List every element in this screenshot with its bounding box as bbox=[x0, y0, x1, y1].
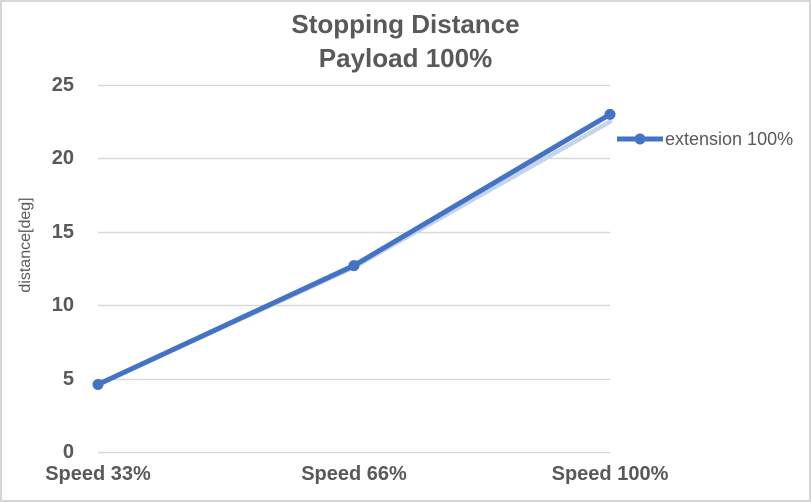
chart-title-line-1: Stopping Distance bbox=[291, 9, 520, 39]
y-tick-label-20: 20 bbox=[51, 147, 74, 170]
data-point-marker bbox=[348, 260, 360, 272]
plot-area bbox=[92, 84, 616, 454]
legend: extension 100% bbox=[617, 128, 793, 150]
x-category-label-1: Speed 33% bbox=[45, 463, 151, 485]
data-point-marker bbox=[92, 378, 104, 390]
y-tick-label-10: 10 bbox=[51, 294, 74, 317]
x-category-label-2: Speed 66% bbox=[301, 463, 407, 485]
legend-line-marker-icon bbox=[617, 133, 663, 145]
x-category-label-3: Speed 100% bbox=[551, 463, 669, 485]
y-tick-label-5: 5 bbox=[62, 367, 74, 390]
gridlines bbox=[98, 84, 610, 454]
chart-title-line-2: Payload 100% bbox=[318, 43, 493, 73]
y-axis-title: distance[deg] bbox=[17, 197, 34, 293]
y-tick-label-0: 0 bbox=[62, 441, 74, 463]
legend-label: extension 100% bbox=[665, 128, 794, 149]
series-line-extension-100- bbox=[95, 111, 613, 387]
y-tick-label-15: 15 bbox=[51, 220, 74, 243]
data-point-marker bbox=[604, 108, 616, 120]
chart-title: Stopping Distance Payload 100% bbox=[2, 7, 809, 75]
y-tick-label-25: 25 bbox=[51, 74, 74, 96]
